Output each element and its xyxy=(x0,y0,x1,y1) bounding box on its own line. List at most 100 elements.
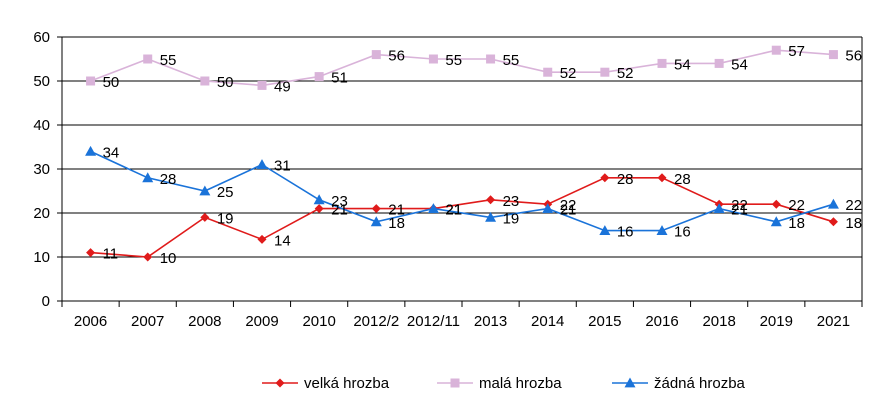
tick-labels: 0 10 20 30 40 50 60 2006 2007 2008 2009 2010 2012/2 2… xyxy=(33,29,850,330)
data-point xyxy=(86,248,96,258)
data-point xyxy=(486,54,496,64)
data-point xyxy=(143,54,153,64)
data-label: 18 xyxy=(845,215,862,232)
data-label: 50 xyxy=(103,74,120,91)
data-point xyxy=(657,173,667,183)
x-tick-label: 2007 xyxy=(131,313,164,330)
data-label: 21 xyxy=(560,202,577,219)
data-point xyxy=(86,76,96,86)
data-label: 18 xyxy=(388,215,405,232)
series-line xyxy=(90,177,834,258)
data-label: 19 xyxy=(217,210,234,227)
data-label: 10 xyxy=(160,250,177,267)
x-tick-label: 2010 xyxy=(302,313,335,330)
data-label: 23 xyxy=(331,193,348,210)
data-label: 28 xyxy=(617,171,634,188)
data-point xyxy=(257,234,267,244)
data-label: 56 xyxy=(845,48,862,65)
legend: velká hrozba malá hrozba žádná hrozba xyxy=(262,375,746,392)
y-tick-label: 0 xyxy=(42,293,50,310)
data-point xyxy=(371,204,381,214)
x-tick-label: 2015 xyxy=(588,313,621,330)
data-label: 19 xyxy=(503,210,520,227)
series-group xyxy=(85,45,839,262)
data-label: 22 xyxy=(845,197,862,214)
data-point xyxy=(485,211,497,222)
data-label: 55 xyxy=(160,52,177,69)
data-point xyxy=(599,225,611,235)
y-tick-label: 10 xyxy=(33,249,50,266)
data-label: 22 xyxy=(731,197,748,214)
y-tick-label: 40 xyxy=(33,117,50,134)
data-point xyxy=(600,173,610,183)
data-point xyxy=(657,58,667,68)
data-point xyxy=(486,195,496,205)
data-point xyxy=(257,80,267,90)
data-label: 25 xyxy=(217,184,234,201)
data-point xyxy=(600,67,610,77)
x-tick-label: 2018 xyxy=(702,313,735,330)
data-label: 18 xyxy=(788,215,805,232)
x-tick-label: 2008 xyxy=(188,313,221,330)
data-label: 57 xyxy=(788,43,805,60)
y-tick-label: 50 xyxy=(33,73,50,90)
data-point xyxy=(370,216,382,227)
data-point xyxy=(542,203,554,213)
data-label: 23 xyxy=(503,193,520,210)
data-label: 21 xyxy=(731,202,748,219)
data-label: 28 xyxy=(160,171,177,188)
x-tick-label: 2009 xyxy=(245,313,278,330)
legend-label: velká hrozba xyxy=(304,375,390,392)
data-label: 22 xyxy=(788,197,805,214)
data-label: 51 xyxy=(331,70,348,87)
data-point xyxy=(143,252,153,262)
data-point xyxy=(199,185,211,196)
data-point xyxy=(828,50,838,60)
data-label: 52 xyxy=(617,65,634,82)
data-label: 55 xyxy=(503,52,520,69)
data-point xyxy=(314,72,324,82)
data-label: 28 xyxy=(674,171,691,188)
data-label: 52 xyxy=(560,65,577,82)
data-point xyxy=(314,204,324,214)
x-tick-label: 2013 xyxy=(474,313,507,330)
data-label: 55 xyxy=(445,52,462,69)
legend-marker xyxy=(624,377,636,388)
y-tick-label: 20 xyxy=(33,205,50,222)
x-tick-label: 2019 xyxy=(760,313,793,330)
axes xyxy=(57,36,863,307)
data-label: 54 xyxy=(731,56,748,73)
data-label: 49 xyxy=(274,78,291,95)
x-tick-label: 2012/11 xyxy=(407,313,460,330)
data-point xyxy=(828,217,838,227)
data-point xyxy=(770,216,782,227)
y-tick-label: 60 xyxy=(33,29,50,46)
data-label: 14 xyxy=(274,232,291,249)
y-tick-label: 30 xyxy=(33,161,50,178)
data-point xyxy=(827,198,839,209)
x-tick-label: 2014 xyxy=(531,313,564,330)
data-label: 11 xyxy=(103,246,119,263)
legend-label: žádná hrozba xyxy=(654,375,746,392)
data-point xyxy=(656,225,668,235)
data-label: 56 xyxy=(388,48,405,65)
series-line xyxy=(90,150,834,232)
data-label: 31 xyxy=(274,158,291,175)
data-label: 21 xyxy=(388,202,405,219)
data-point xyxy=(428,54,438,64)
data-label: 16 xyxy=(674,224,691,241)
data-point xyxy=(200,212,210,222)
data-label: 21 xyxy=(445,202,462,219)
data-label: 21 xyxy=(445,202,462,219)
data-point xyxy=(713,203,725,213)
data-point xyxy=(771,45,781,55)
data-point xyxy=(85,145,97,156)
data-label: 34 xyxy=(103,144,120,161)
legend-marker xyxy=(275,378,285,388)
data-point xyxy=(714,58,724,68)
data-point xyxy=(771,199,781,209)
data-point xyxy=(200,76,210,86)
data-point xyxy=(543,67,553,77)
